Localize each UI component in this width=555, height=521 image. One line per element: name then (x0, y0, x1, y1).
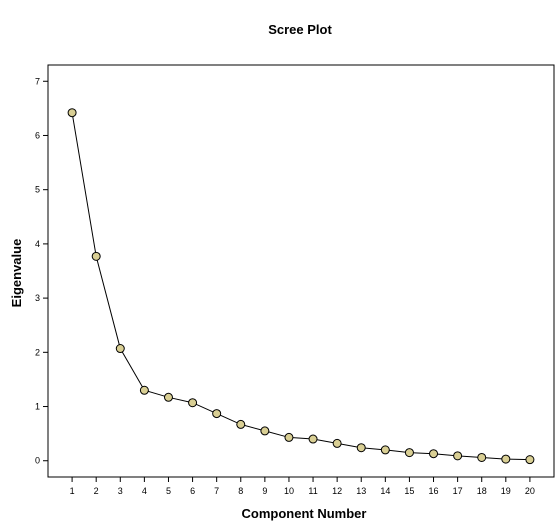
x-tick-label: 15 (404, 486, 414, 496)
x-tick-label: 2 (94, 486, 99, 496)
data-point (115, 344, 125, 354)
y-tick-label: 4 (35, 239, 40, 249)
data-point (236, 419, 246, 429)
x-tick-label: 7 (214, 486, 219, 496)
data-point (429, 449, 439, 459)
data-point (332, 438, 342, 448)
x-tick-label: 18 (477, 486, 487, 496)
x-tick-label: 14 (380, 486, 390, 496)
y-tick-label: 7 (35, 76, 40, 86)
data-point (477, 452, 487, 462)
data-point (163, 392, 173, 402)
x-tick-label: 19 (501, 486, 511, 496)
x-tick-label: 20 (525, 486, 535, 496)
y-tick-label: 1 (35, 402, 40, 412)
data-point (501, 454, 511, 464)
plot-area-border (47, 64, 555, 478)
x-axis-label: Component Number (242, 506, 367, 521)
x-tick-label: 12 (332, 486, 342, 496)
x-tick-label: 1 (70, 486, 75, 496)
y-tick-label: 2 (35, 347, 40, 357)
x-tick-label: 3 (118, 486, 123, 496)
data-point (308, 434, 318, 444)
data-point (139, 385, 149, 395)
data-point (284, 432, 294, 442)
y-tick-label: 0 (35, 456, 40, 466)
x-axis-ticks: 1 2 3 4 5 6 7 8 9 10 11 12 13 14 15 16 17 18 19 20 (70, 477, 535, 496)
x-tick-label: 8 (238, 486, 243, 496)
data-point (380, 445, 390, 455)
y-tick-label: 3 (35, 293, 40, 303)
data-point (212, 409, 222, 419)
y-tick-label: 5 (35, 185, 40, 195)
y-axis-ticks: 0 1 2 3 4 5 6 7 (35, 76, 48, 466)
data-point (260, 426, 270, 436)
x-tick-label: 16 (429, 486, 439, 496)
x-tick-label: 6 (190, 486, 195, 496)
x-tick-label: 10 (284, 486, 294, 496)
data-point (67, 108, 77, 118)
x-tick-label: 4 (142, 486, 147, 496)
x-tick-label: 5 (166, 486, 171, 496)
data-point (404, 448, 414, 458)
data-point (356, 443, 366, 453)
x-tick-label: 9 (262, 486, 267, 496)
y-axis-label: Eigenvalue (9, 239, 24, 308)
data-point (91, 251, 101, 261)
data-point (453, 451, 463, 461)
x-tick-label: 13 (356, 486, 366, 496)
y-tick-label: 6 (35, 130, 40, 140)
eigenvalue-series (67, 108, 535, 465)
series-line (71, 112, 530, 461)
x-tick-label: 11 (308, 486, 317, 496)
data-point (188, 398, 198, 408)
data-point (525, 455, 535, 465)
chart-title: Scree Plot (268, 22, 332, 37)
plot-frame (47, 64, 555, 478)
x-tick-label: 17 (453, 486, 463, 496)
